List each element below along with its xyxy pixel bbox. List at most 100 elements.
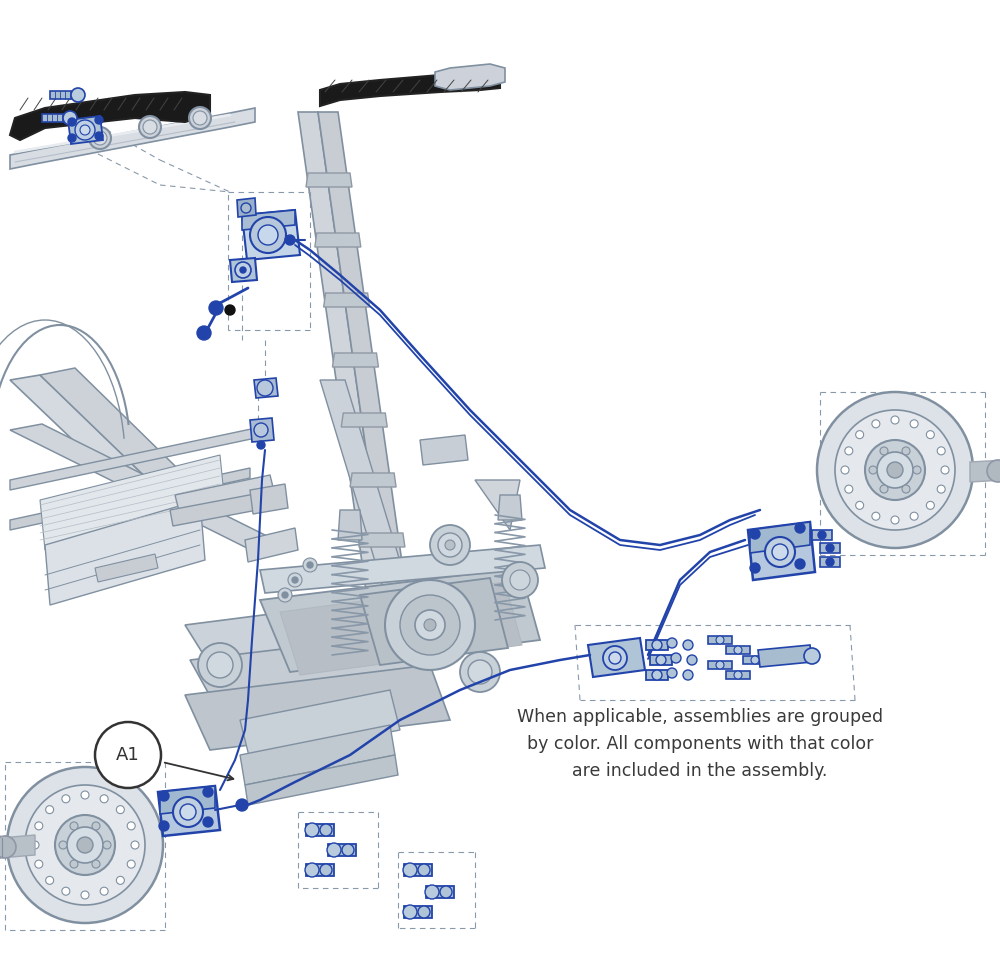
Circle shape	[438, 533, 462, 557]
Circle shape	[193, 111, 207, 125]
Circle shape	[0, 836, 16, 858]
Polygon shape	[237, 198, 256, 217]
Circle shape	[460, 652, 500, 692]
Circle shape	[913, 466, 921, 474]
Circle shape	[342, 844, 354, 856]
Circle shape	[70, 822, 78, 830]
Polygon shape	[306, 824, 334, 836]
Polygon shape	[254, 378, 278, 398]
Circle shape	[937, 447, 945, 455]
Polygon shape	[68, 116, 103, 144]
Circle shape	[240, 267, 246, 273]
Polygon shape	[404, 906, 432, 918]
Circle shape	[415, 610, 445, 640]
Circle shape	[856, 501, 864, 509]
Circle shape	[403, 863, 417, 877]
Circle shape	[198, 643, 242, 687]
Polygon shape	[240, 725, 395, 785]
Polygon shape	[298, 112, 398, 675]
Polygon shape	[320, 380, 430, 660]
Circle shape	[902, 447, 910, 455]
Circle shape	[80, 125, 90, 135]
Circle shape	[95, 116, 103, 124]
Polygon shape	[242, 210, 295, 230]
Polygon shape	[185, 665, 450, 750]
Polygon shape	[45, 500, 205, 605]
Circle shape	[937, 485, 945, 493]
Circle shape	[445, 540, 455, 550]
Circle shape	[502, 562, 538, 598]
Circle shape	[46, 806, 54, 813]
Polygon shape	[743, 656, 767, 664]
Circle shape	[68, 118, 76, 126]
Polygon shape	[360, 578, 508, 665]
Circle shape	[683, 670, 693, 680]
Circle shape	[288, 573, 302, 587]
Polygon shape	[726, 646, 750, 654]
Polygon shape	[160, 786, 215, 814]
Circle shape	[750, 529, 760, 539]
Circle shape	[683, 640, 693, 650]
Circle shape	[305, 823, 319, 837]
Circle shape	[103, 841, 111, 849]
Circle shape	[856, 431, 864, 439]
Polygon shape	[812, 530, 832, 540]
Circle shape	[235, 262, 251, 278]
Circle shape	[841, 466, 849, 474]
Circle shape	[63, 111, 77, 125]
Circle shape	[667, 638, 677, 648]
Circle shape	[926, 431, 934, 439]
Circle shape	[603, 646, 627, 670]
Polygon shape	[250, 484, 288, 514]
Circle shape	[67, 827, 103, 863]
Circle shape	[93, 131, 107, 145]
Circle shape	[440, 886, 452, 898]
Circle shape	[225, 305, 235, 315]
Polygon shape	[250, 418, 274, 442]
Circle shape	[257, 380, 273, 396]
Circle shape	[62, 795, 70, 803]
Circle shape	[425, 885, 439, 899]
Circle shape	[100, 795, 108, 803]
Polygon shape	[10, 468, 250, 530]
Circle shape	[902, 485, 910, 493]
Polygon shape	[40, 368, 220, 520]
Circle shape	[826, 558, 834, 566]
Circle shape	[941, 466, 949, 474]
Circle shape	[258, 225, 278, 245]
Circle shape	[92, 822, 100, 830]
Circle shape	[203, 787, 213, 797]
Circle shape	[872, 420, 880, 428]
Polygon shape	[306, 864, 334, 876]
Circle shape	[667, 668, 677, 678]
Circle shape	[95, 722, 161, 788]
Circle shape	[159, 821, 169, 831]
Circle shape	[203, 817, 213, 827]
Circle shape	[891, 516, 899, 524]
Circle shape	[430, 525, 470, 565]
Polygon shape	[820, 557, 840, 567]
Polygon shape	[426, 886, 454, 898]
Circle shape	[95, 132, 103, 140]
Circle shape	[254, 423, 268, 437]
Circle shape	[765, 537, 795, 567]
Circle shape	[385, 580, 475, 670]
Circle shape	[750, 563, 760, 573]
Polygon shape	[970, 460, 1000, 482]
Polygon shape	[318, 112, 418, 675]
Circle shape	[403, 905, 417, 919]
Polygon shape	[242, 210, 300, 260]
Circle shape	[131, 841, 139, 849]
Circle shape	[35, 822, 43, 830]
Text: When applicable, assemblies are grouped
by color. All components with that color: When applicable, assemblies are grouped …	[517, 708, 883, 780]
Polygon shape	[324, 293, 370, 307]
Polygon shape	[10, 92, 210, 140]
Circle shape	[400, 595, 460, 655]
Circle shape	[687, 655, 697, 665]
Circle shape	[68, 134, 76, 142]
Polygon shape	[260, 545, 545, 593]
Polygon shape	[650, 655, 672, 665]
Polygon shape	[350, 473, 396, 487]
Circle shape	[880, 485, 888, 493]
Circle shape	[817, 392, 973, 548]
